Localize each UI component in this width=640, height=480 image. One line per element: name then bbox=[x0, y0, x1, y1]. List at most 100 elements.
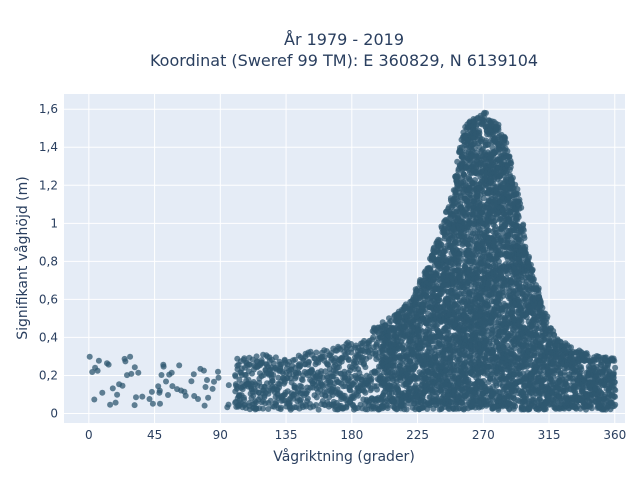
data-point bbox=[201, 402, 208, 409]
data-point bbox=[107, 401, 114, 408]
data-point bbox=[327, 378, 334, 385]
data-point bbox=[277, 404, 284, 411]
data-point bbox=[131, 402, 138, 409]
data-point bbox=[188, 378, 195, 385]
data-point bbox=[128, 370, 135, 377]
data-point bbox=[245, 376, 252, 383]
data-point bbox=[374, 386, 380, 393]
data-point bbox=[158, 372, 165, 378]
data-point bbox=[119, 382, 126, 389]
data-point bbox=[131, 364, 138, 371]
data-point bbox=[146, 396, 153, 402]
data-point bbox=[273, 399, 280, 406]
data-point bbox=[298, 396, 304, 403]
data-point bbox=[472, 177, 479, 183]
data-point bbox=[225, 382, 232, 389]
data-point bbox=[384, 405, 391, 412]
data-point bbox=[483, 110, 489, 116]
data-point bbox=[297, 363, 304, 370]
data-point bbox=[305, 358, 312, 365]
data-point bbox=[215, 368, 221, 375]
data-point bbox=[481, 114, 488, 121]
data-point bbox=[476, 130, 483, 137]
data-point bbox=[345, 356, 352, 363]
data-point bbox=[163, 378, 169, 385]
data-point bbox=[160, 363, 167, 370]
data-point bbox=[304, 395, 311, 402]
data-point bbox=[295, 369, 302, 376]
data-point bbox=[292, 356, 298, 363]
data-point bbox=[480, 195, 487, 202]
data-point bbox=[501, 288, 508, 295]
data-point bbox=[504, 148, 511, 155]
data-point bbox=[319, 383, 326, 390]
data-point bbox=[168, 369, 175, 376]
data-point bbox=[374, 340, 380, 346]
data-point bbox=[458, 255, 464, 262]
data-point bbox=[105, 361, 112, 368]
data-point bbox=[133, 394, 139, 401]
data-point bbox=[362, 364, 369, 371]
data-point bbox=[99, 389, 106, 396]
data-point bbox=[176, 362, 183, 369]
data-point bbox=[348, 341, 355, 347]
data-point bbox=[86, 353, 93, 360]
data-point bbox=[427, 265, 434, 272]
data-point bbox=[204, 377, 210, 383]
data-point bbox=[95, 357, 102, 364]
data-point bbox=[370, 334, 377, 341]
scatter-points bbox=[86, 109, 619, 413]
data-point bbox=[270, 371, 277, 378]
data-point bbox=[459, 400, 466, 407]
data-point bbox=[139, 393, 146, 400]
data-point bbox=[156, 387, 163, 394]
data-point bbox=[520, 221, 527, 228]
data-point bbox=[313, 349, 320, 356]
data-point bbox=[246, 361, 253, 368]
data-point bbox=[492, 217, 499, 224]
data-point bbox=[114, 391, 121, 398]
data-point bbox=[253, 353, 260, 360]
data-point bbox=[200, 367, 207, 374]
data-point bbox=[240, 394, 247, 401]
data-point bbox=[165, 392, 171, 398]
data-point bbox=[215, 374, 222, 381]
data-point bbox=[484, 141, 491, 148]
data-point bbox=[112, 399, 119, 406]
data-point bbox=[518, 204, 525, 211]
data-point bbox=[148, 388, 155, 395]
data-point bbox=[514, 186, 521, 193]
data-point bbox=[457, 274, 464, 281]
data-point bbox=[109, 385, 116, 392]
data-point bbox=[395, 386, 402, 393]
data-point bbox=[509, 174, 516, 181]
data-point bbox=[250, 392, 257, 399]
data-point bbox=[387, 318, 394, 324]
data-point bbox=[299, 377, 306, 384]
data-point bbox=[442, 247, 449, 254]
data-point bbox=[355, 392, 362, 399]
data-point bbox=[190, 371, 197, 378]
data-point bbox=[211, 378, 217, 385]
data-point bbox=[403, 406, 410, 413]
data-point bbox=[495, 124, 502, 131]
data-point bbox=[362, 389, 369, 396]
data-point bbox=[202, 384, 209, 390]
data-point bbox=[225, 401, 232, 408]
data-point bbox=[502, 135, 509, 141]
data-point bbox=[515, 214, 522, 221]
data-point bbox=[463, 395, 470, 402]
data-point bbox=[443, 266, 450, 273]
data-point bbox=[508, 160, 515, 167]
data-point bbox=[272, 354, 279, 361]
data-point bbox=[480, 377, 487, 384]
data-point bbox=[313, 402, 319, 408]
data-point bbox=[269, 377, 276, 384]
data-point bbox=[333, 370, 339, 376]
data-point bbox=[368, 375, 375, 382]
data-point bbox=[157, 400, 163, 407]
data-point bbox=[127, 353, 134, 360]
data-point bbox=[182, 392, 189, 399]
data-point bbox=[506, 166, 513, 173]
